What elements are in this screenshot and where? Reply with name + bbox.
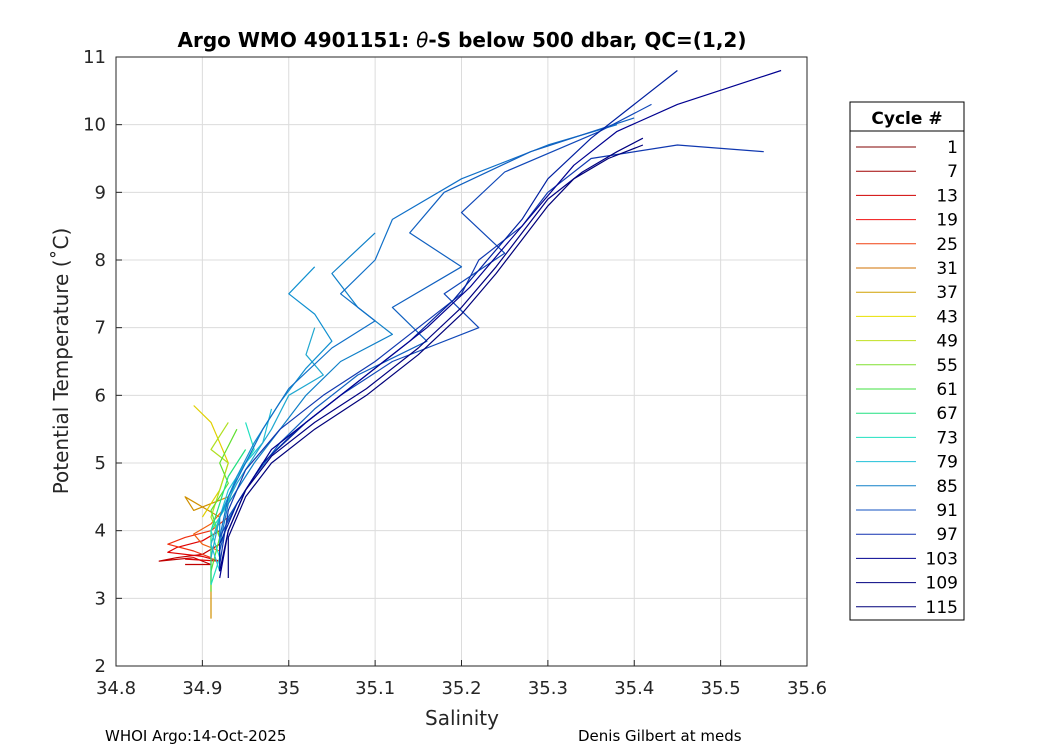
series-line — [210, 422, 229, 538]
legend-label: 37 — [936, 283, 958, 303]
legend-label: 31 — [936, 259, 958, 279]
footer-left: WHOI Argo:14-Oct-2025 — [105, 727, 286, 745]
y-tick-label: 4 — [95, 521, 106, 542]
series-line — [193, 503, 229, 552]
legend-label: 1 — [947, 138, 958, 158]
y-tick-label: 2 — [95, 656, 106, 677]
series-line — [227, 144, 644, 578]
legend-label: 43 — [936, 307, 958, 327]
plot-area — [115, 56, 808, 667]
legend-label: 79 — [936, 453, 958, 473]
y-tick-label: 11 — [83, 47, 106, 68]
legend-label: 67 — [936, 404, 958, 424]
legend-label: 73 — [936, 428, 958, 448]
plot-frame — [115, 56, 808, 667]
legend-label: 19 — [936, 211, 958, 231]
series-line — [193, 405, 229, 518]
y-tick-label: 3 — [95, 588, 106, 609]
y-tick-label: 8 — [95, 250, 106, 271]
legend-label: 13 — [936, 186, 958, 206]
legend-label: 97 — [936, 525, 958, 545]
x-tick-label: 34.8 — [96, 678, 136, 699]
y-tick-label: 5 — [95, 453, 106, 474]
series-line — [210, 449, 247, 585]
legend-label: 61 — [936, 380, 958, 400]
legend-label: 49 — [936, 332, 958, 352]
legend-box — [849, 101, 965, 621]
series-layer — [158, 69, 782, 619]
legend-label: 85 — [936, 477, 958, 497]
y-tick-label: 10 — [83, 115, 106, 136]
legend-label: 109 — [926, 574, 958, 594]
legend-label: 25 — [936, 235, 958, 255]
chart-title: Argo WMO 4901151: θ-S below 500 dbar, QC… — [178, 28, 747, 52]
series-line — [219, 144, 764, 565]
series-line — [219, 70, 678, 572]
x-tick-labels: 34.8 34.9 35 35.1 35.2 35.3 35.4 35.5 35.6 — [96, 678, 827, 699]
x-tick-label: 35.4 — [614, 678, 654, 699]
y-axis-label: Potential Temperature (˚C) — [49, 228, 73, 495]
footer-right: Denis Gilbert at meds — [578, 727, 742, 745]
legend-label: 55 — [936, 356, 958, 376]
legend-items: 1 7 13 19 25 31 37 43 49 55 61 67 73 79 85 91 97 103 109 11… — [856, 138, 958, 618]
y-tick-label: 9 — [95, 182, 106, 203]
legend: Cycle # 1 7 13 19 25 31 37 43 49 55 61 67 73 79 85 91 97… — [849, 101, 965, 621]
legend-label: 115 — [926, 598, 958, 618]
series-line — [167, 516, 229, 559]
x-tick-label: 35.2 — [441, 678, 481, 699]
legend-label: 91 — [936, 501, 958, 521]
y-tick-label: 7 — [95, 318, 106, 339]
legend-title: Cycle # — [871, 109, 942, 129]
series-line — [219, 69, 782, 579]
x-tick-label: 35.6 — [787, 678, 827, 699]
x-tick-label: 35.1 — [355, 678, 395, 699]
legend-label: 7 — [947, 162, 958, 182]
y-tick-label: 6 — [95, 385, 106, 406]
x-tick-label: 35.3 — [528, 678, 568, 699]
x-axis-label: Salinity — [425, 706, 499, 730]
y-tick-labels: 2 3 4 5 6 7 8 9 10 11 — [83, 47, 106, 677]
legend-label: 103 — [926, 549, 958, 569]
series-line — [219, 124, 618, 538]
x-tick-label: 34.9 — [182, 678, 222, 699]
x-tick-label: 35.5 — [701, 678, 741, 699]
x-tick-label: 35 — [277, 678, 300, 699]
